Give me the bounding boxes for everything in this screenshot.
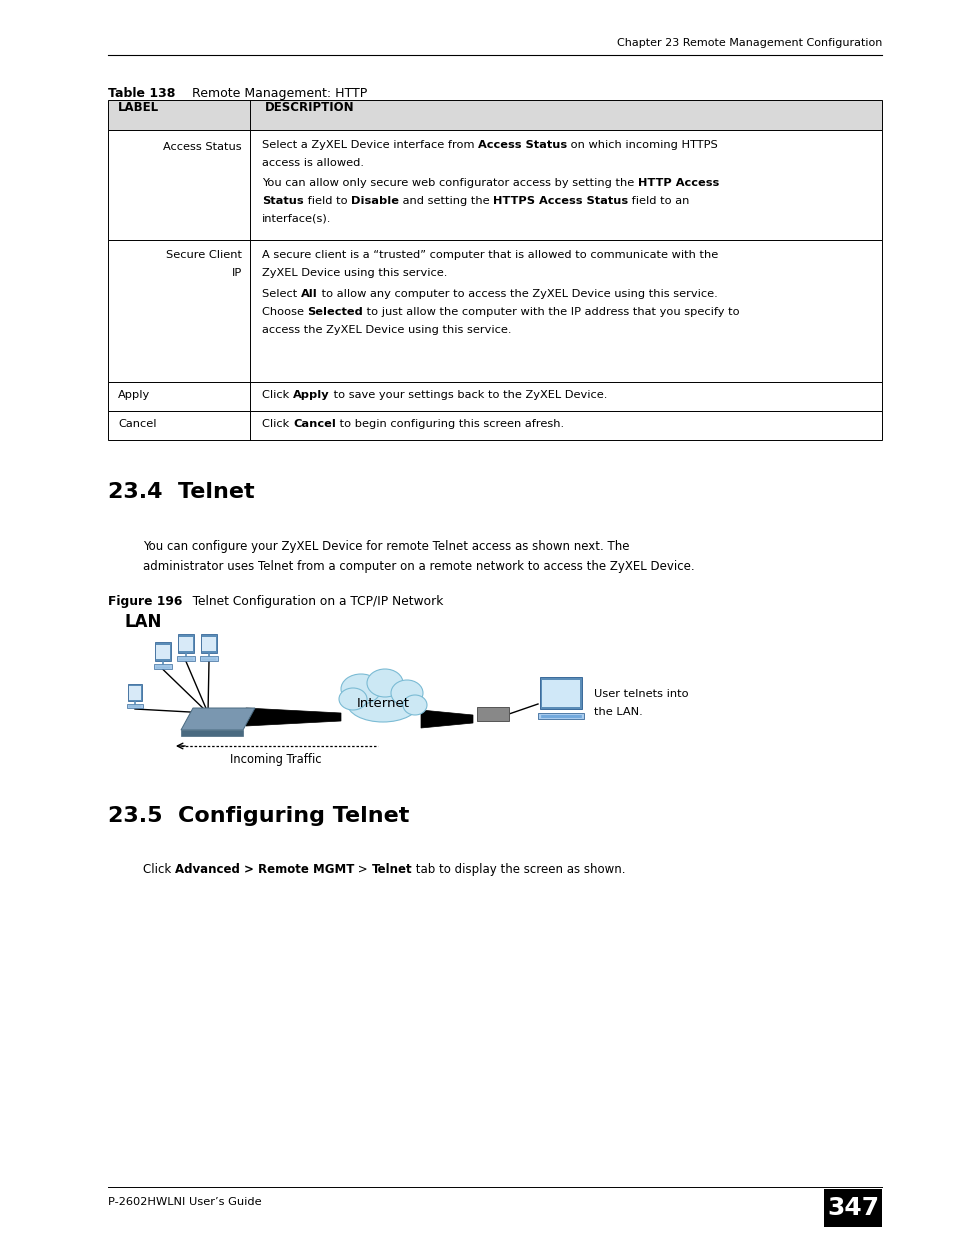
Text: Chapter 23 Remote Management Configuration: Chapter 23 Remote Management Configurati… (616, 38, 882, 48)
Bar (823, 1189, 882, 1228)
Text: access the ZyXEL Device using this service.: access the ZyXEL Device using this servi… (262, 325, 511, 335)
Polygon shape (181, 708, 254, 730)
Text: Status: Status (262, 195, 303, 205)
Text: ZyXEL Device using this service.: ZyXEL Device using this service. (262, 268, 447, 278)
Bar (127, 704, 143, 708)
Bar (108, 240, 882, 382)
Bar (476, 706, 509, 721)
Text: Internet: Internet (356, 697, 409, 709)
Bar (179, 636, 193, 652)
Bar (128, 684, 142, 701)
Bar (108, 100, 882, 130)
Text: A secure client is a “trusted” computer that is allowed to communicate with the: A secure client is a “trusted” computer … (262, 249, 718, 261)
Text: 347: 347 (826, 1195, 878, 1220)
Text: the LAN.: the LAN. (594, 706, 642, 718)
Bar (200, 656, 217, 661)
Bar (177, 656, 194, 661)
Ellipse shape (391, 680, 422, 706)
Bar (537, 713, 583, 719)
Text: Secure Client: Secure Client (166, 249, 242, 261)
Text: Remote Management: HTTP: Remote Management: HTTP (180, 86, 367, 100)
Text: interface(s).: interface(s). (262, 212, 331, 224)
Bar (155, 645, 170, 659)
Text: Click: Click (262, 419, 293, 429)
Text: Telnet: Telnet (372, 863, 412, 876)
Text: Disable: Disable (351, 195, 398, 205)
Bar (108, 382, 882, 411)
Text: Table 138: Table 138 (108, 86, 175, 100)
Text: Click: Click (262, 390, 293, 400)
Text: 23.5  Configuring Telnet: 23.5 Configuring Telnet (108, 806, 409, 826)
Text: 23.4  Telnet: 23.4 Telnet (108, 482, 254, 501)
Text: field to an: field to an (628, 195, 689, 205)
Polygon shape (246, 708, 340, 726)
Text: tab to display the screen as shown.: tab to display the screen as shown. (412, 863, 625, 876)
Text: You can configure your ZyXEL Device for remote Telnet access as shown next. The: You can configure your ZyXEL Device for … (143, 540, 629, 553)
Text: Choose: Choose (262, 308, 307, 317)
Bar (201, 634, 216, 653)
Ellipse shape (347, 684, 418, 722)
Text: User telnets into: User telnets into (594, 689, 688, 699)
Text: HTTPS Access Status: HTTPS Access Status (493, 195, 628, 205)
Text: on which incoming HTTPS: on which incoming HTTPS (567, 140, 718, 149)
Text: Apply: Apply (118, 390, 150, 400)
Text: field to: field to (303, 195, 351, 205)
Text: >: > (354, 863, 372, 876)
Text: LAN: LAN (125, 613, 162, 631)
Text: Click: Click (143, 863, 174, 876)
Text: All: All (300, 289, 317, 299)
Text: administrator uses Telnet from a computer on a remote network to access the ZyXE: administrator uses Telnet from a compute… (143, 559, 694, 573)
Polygon shape (420, 710, 473, 727)
Text: IP: IP (232, 268, 242, 278)
Text: LABEL: LABEL (118, 101, 159, 114)
Bar (129, 687, 141, 700)
Text: HTTP Access: HTTP Access (638, 178, 719, 188)
Bar (541, 680, 579, 706)
Bar (178, 634, 193, 653)
Text: Cancel: Cancel (293, 419, 335, 429)
Text: Access Status: Access Status (477, 140, 567, 149)
Text: Advanced > Remote MGMT: Advanced > Remote MGMT (174, 863, 354, 876)
Text: DESCRIPTION: DESCRIPTION (265, 101, 355, 114)
Text: access is allowed.: access is allowed. (262, 158, 364, 168)
Ellipse shape (402, 695, 427, 715)
Text: Figure 196: Figure 196 (108, 595, 182, 608)
Bar (539, 677, 581, 709)
Text: Apply: Apply (293, 390, 329, 400)
Bar (155, 642, 171, 661)
Ellipse shape (338, 688, 367, 710)
Bar (154, 664, 172, 668)
Text: Access Status: Access Status (163, 142, 242, 152)
Ellipse shape (367, 669, 402, 697)
Text: to just allow the computer with the IP address that you specify to: to just allow the computer with the IP a… (363, 308, 740, 317)
Bar (108, 130, 882, 240)
Text: P-2602HWLNI User’s Guide: P-2602HWLNI User’s Guide (108, 1197, 261, 1207)
Ellipse shape (340, 674, 380, 704)
Text: Incoming Traffic: Incoming Traffic (230, 753, 321, 766)
Polygon shape (181, 730, 243, 736)
Text: Cancel: Cancel (118, 419, 156, 429)
Text: to save your settings back to the ZyXEL Device.: to save your settings back to the ZyXEL … (329, 390, 606, 400)
Text: and setting the: and setting the (398, 195, 493, 205)
Bar (202, 636, 215, 652)
Text: to begin configuring this screen afresh.: to begin configuring this screen afresh. (335, 419, 563, 429)
Text: Select a ZyXEL Device interface from: Select a ZyXEL Device interface from (262, 140, 477, 149)
Text: Telnet Configuration on a TCP/IP Network: Telnet Configuration on a TCP/IP Network (181, 595, 443, 608)
Text: Select: Select (262, 289, 300, 299)
Bar (108, 411, 882, 440)
Text: You can allow only secure web configurator access by setting the: You can allow only secure web configurat… (262, 178, 638, 188)
Text: Selected: Selected (307, 308, 363, 317)
Text: to allow any computer to access the ZyXEL Device using this service.: to allow any computer to access the ZyXE… (317, 289, 717, 299)
